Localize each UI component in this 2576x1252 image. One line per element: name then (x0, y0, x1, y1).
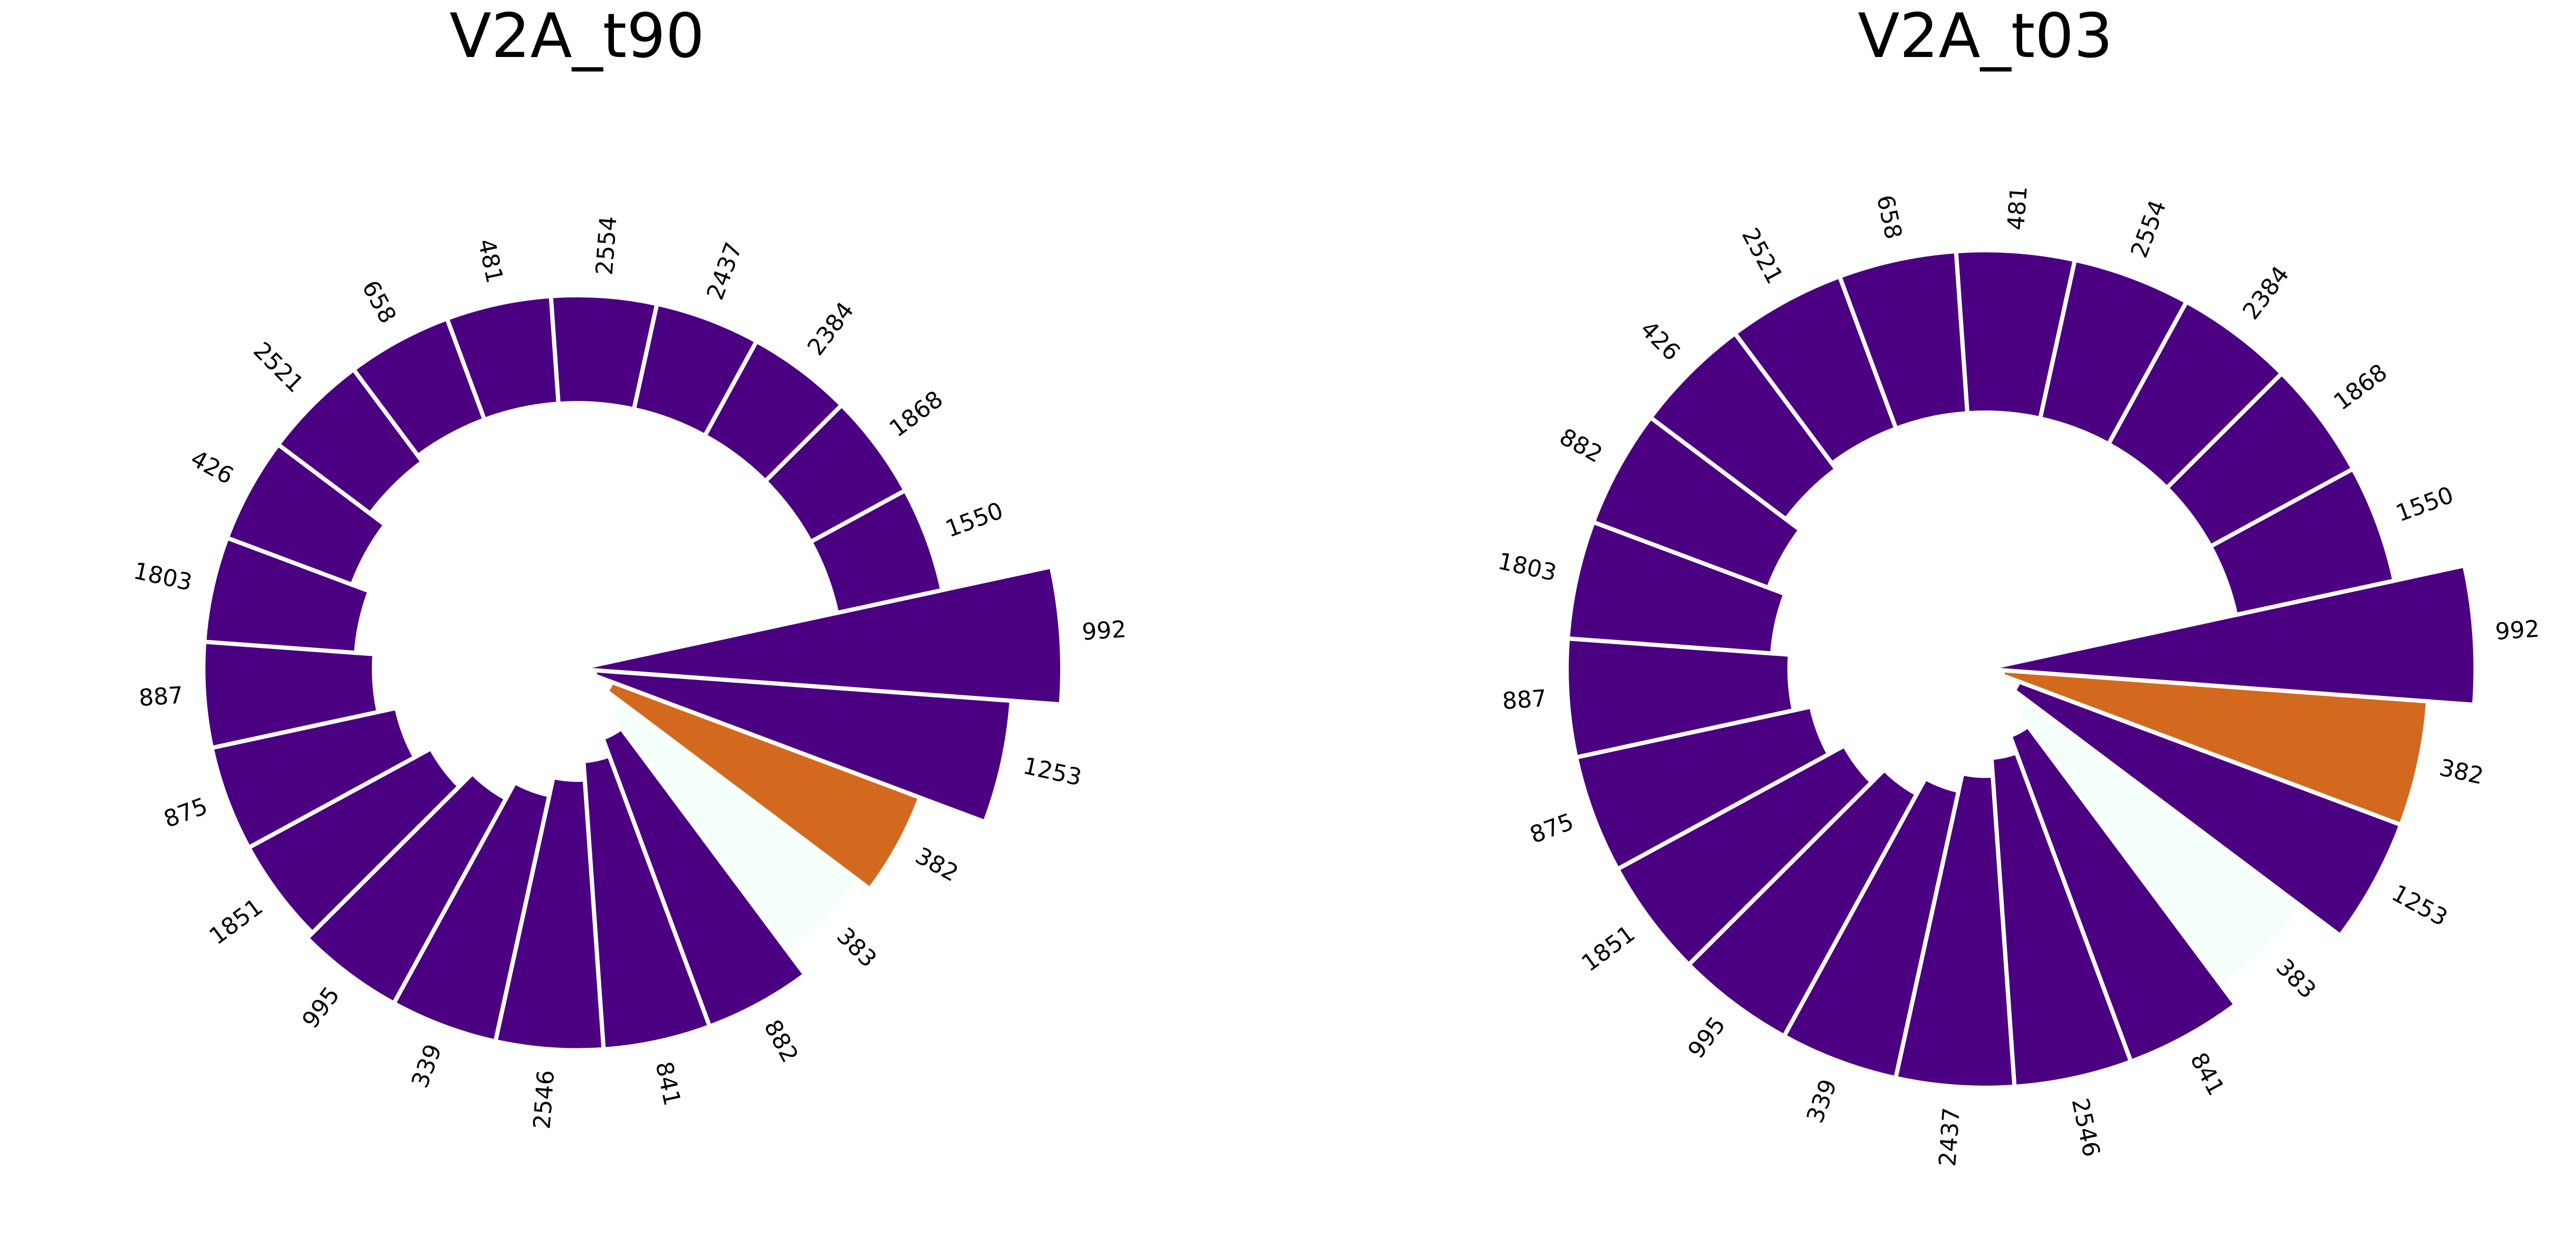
bar-label: 887 (1502, 685, 1547, 715)
bar-383 (607, 699, 861, 954)
bar-841 (581, 752, 713, 1052)
bar-label: 1803 (1495, 548, 1559, 587)
bar-label: 2554 (591, 215, 622, 276)
bar-label: 2437 (1934, 1106, 1965, 1167)
bar-1550 (808, 488, 945, 616)
bar-label: 1803 (131, 557, 195, 596)
bar-1550 (2207, 466, 2397, 618)
bar-882 (600, 725, 808, 1029)
bar-label: 1851 (205, 893, 268, 950)
bar-label: 1253 (2387, 880, 2452, 932)
bar-label: 382 (2437, 754, 2486, 790)
bar-label: 339 (1802, 1076, 1842, 1127)
bar-label: 992 (2494, 616, 2540, 646)
bar-label: 382 (911, 842, 963, 887)
bar-label: 481 (2003, 185, 2033, 231)
bar-992 (584, 564, 1064, 707)
bar-label: 1868 (885, 386, 948, 443)
bar-label: 882 (1555, 423, 1607, 468)
bar-2437 (1893, 771, 2017, 1090)
bar-label: 481 (473, 236, 508, 285)
bar-label: 1868 (2329, 359, 2392, 416)
bar-label: 995 (297, 982, 345, 1034)
bar-label: 875 (1526, 808, 1577, 849)
bar-label: 426 (1635, 316, 1685, 366)
bar-995 (304, 770, 509, 1007)
chart-panel-v2a-t90: V2A_t90 992 1253 382 383 882 841 2546 339 995 185… (131, 1, 1127, 1130)
bar-383 (2014, 698, 2305, 989)
bar-992 (1993, 563, 2478, 708)
bar-label: 2546 (2066, 1096, 2104, 1159)
bar-382 (603, 679, 923, 892)
bar-1253 (2011, 678, 2404, 939)
chart-panel-v2a-t03: V2A_t03 992 382 1253 383 841 2546 2437 339 995 18… (1495, 1, 2540, 1168)
chart-title: V2A_t03 (1858, 1, 2113, 72)
bar-label: 1550 (2392, 482, 2457, 528)
bar-label: 2546 (528, 1069, 560, 1130)
bar-841 (2007, 723, 2239, 1065)
bar-label: 1550 (942, 497, 1007, 543)
bar-label: 383 (831, 922, 881, 972)
bar-label: 882 (758, 1016, 803, 1067)
bar-2546 (1989, 750, 2134, 1089)
bar-label: 887 (138, 682, 184, 712)
bar-label: 875 (160, 792, 211, 833)
bar-1253 (591, 668, 1014, 825)
chart-title: V2A_t90 (449, 1, 705, 72)
bar-382 (1999, 668, 2430, 828)
bar-label: 992 (1081, 616, 1127, 646)
bar-label: 426 (186, 445, 238, 490)
bar-label: 2437 (701, 238, 747, 303)
bar-label: 658 (1871, 193, 1907, 242)
bar-label: 2521 (248, 337, 309, 398)
bar-label: 841 (2185, 1048, 2229, 1100)
bar-group (1564, 248, 2478, 1090)
bar-group (201, 293, 1064, 1053)
bar-label: 658 (357, 276, 401, 328)
bar-label: 2384 (802, 297, 859, 360)
bar-label: 1253 (1021, 752, 1084, 791)
bar-label: 2384 (2237, 261, 2294, 324)
bar-label: 2554 (2126, 197, 2171, 262)
bar-label: 2521 (1736, 224, 1788, 289)
bar-label: 995 (1683, 1012, 1731, 1064)
bar-label: 1851 (1577, 920, 1640, 977)
bar-label: 383 (2271, 954, 2321, 1004)
bar-label: 339 (407, 1040, 447, 1092)
bar-2546 (493, 775, 606, 1053)
bar-label: 841 (650, 1059, 686, 1108)
